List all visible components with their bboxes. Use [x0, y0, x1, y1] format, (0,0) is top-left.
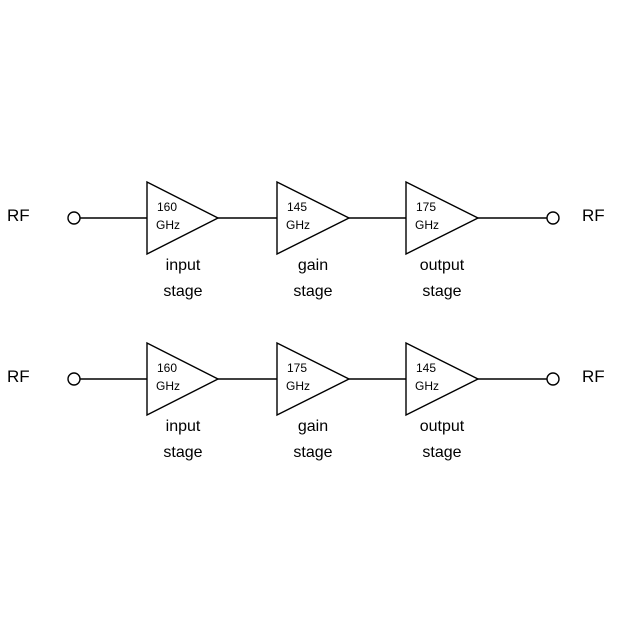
stage-label-line1: gain — [298, 418, 328, 435]
rf-input-label: RF — [7, 206, 30, 225]
stage-label-line1: output — [420, 418, 465, 435]
rf-output-label: RF — [582, 206, 605, 225]
amplifier-gain-stage: 145 GHz gain stage — [276, 180, 351, 300]
stage-label-line2: stage — [293, 283, 332, 300]
stage-frequency-unit: GHz — [286, 218, 310, 232]
amplifier-triangle-icon — [405, 341, 480, 417]
amplifier-triangle-icon — [146, 180, 220, 256]
rf-output-port — [546, 372, 560, 386]
amplifier-output-stage: 145 GHz output stage — [405, 341, 480, 461]
stage-label-line1: input — [166, 418, 201, 435]
stage-frequency-unit: GHz — [286, 379, 310, 393]
stage-frequency-unit: GHz — [415, 379, 439, 393]
stage-frequency: 175 — [416, 200, 436, 214]
rf-output-port — [546, 211, 560, 225]
amplifier-gain-stage: 175 GHz gain stage — [276, 341, 351, 461]
amplifier-chain-2: RF RF 160 GHz input stage 175 GHz gain s… — [7, 341, 605, 461]
amplifier-output-stage: 175 GHz output stage — [405, 180, 480, 300]
stage-frequency-unit: GHz — [415, 218, 439, 232]
rf-input-label: RF — [7, 367, 30, 386]
stage-frequency: 145 — [416, 361, 436, 375]
stage-frequency: 160 — [157, 361, 177, 375]
amplifier-triangle-icon — [405, 180, 480, 256]
amplifier-chain-1: RF RF 160 GHz input stage 145 GHz gain s… — [7, 180, 605, 300]
stage-label-line2: stage — [163, 283, 202, 300]
stage-label-line1: gain — [298, 257, 328, 274]
amplifier-triangle-icon — [276, 341, 351, 417]
stage-label-line2: stage — [422, 444, 461, 461]
stage-label-line2: stage — [163, 444, 202, 461]
stage-label-line1: output — [420, 257, 465, 274]
stage-label-line2: stage — [293, 444, 332, 461]
amplifier-triangle-icon — [146, 341, 220, 417]
rf-output-label: RF — [582, 367, 605, 386]
amplifier-input-stage: 160 GHz input stage — [146, 341, 220, 461]
stage-frequency: 145 — [287, 200, 307, 214]
stage-frequency-unit: GHz — [156, 218, 180, 232]
rf-input-port — [67, 372, 81, 386]
stage-frequency: 160 — [157, 200, 177, 214]
stage-frequency: 175 — [287, 361, 307, 375]
amplifier-triangle-icon — [276, 180, 351, 256]
stage-label-line1: input — [166, 257, 201, 274]
stage-label-line2: stage — [422, 283, 461, 300]
rf-input-port — [67, 211, 81, 225]
stage-frequency-unit: GHz — [156, 379, 180, 393]
amplifier-input-stage: 160 GHz input stage — [146, 180, 220, 300]
